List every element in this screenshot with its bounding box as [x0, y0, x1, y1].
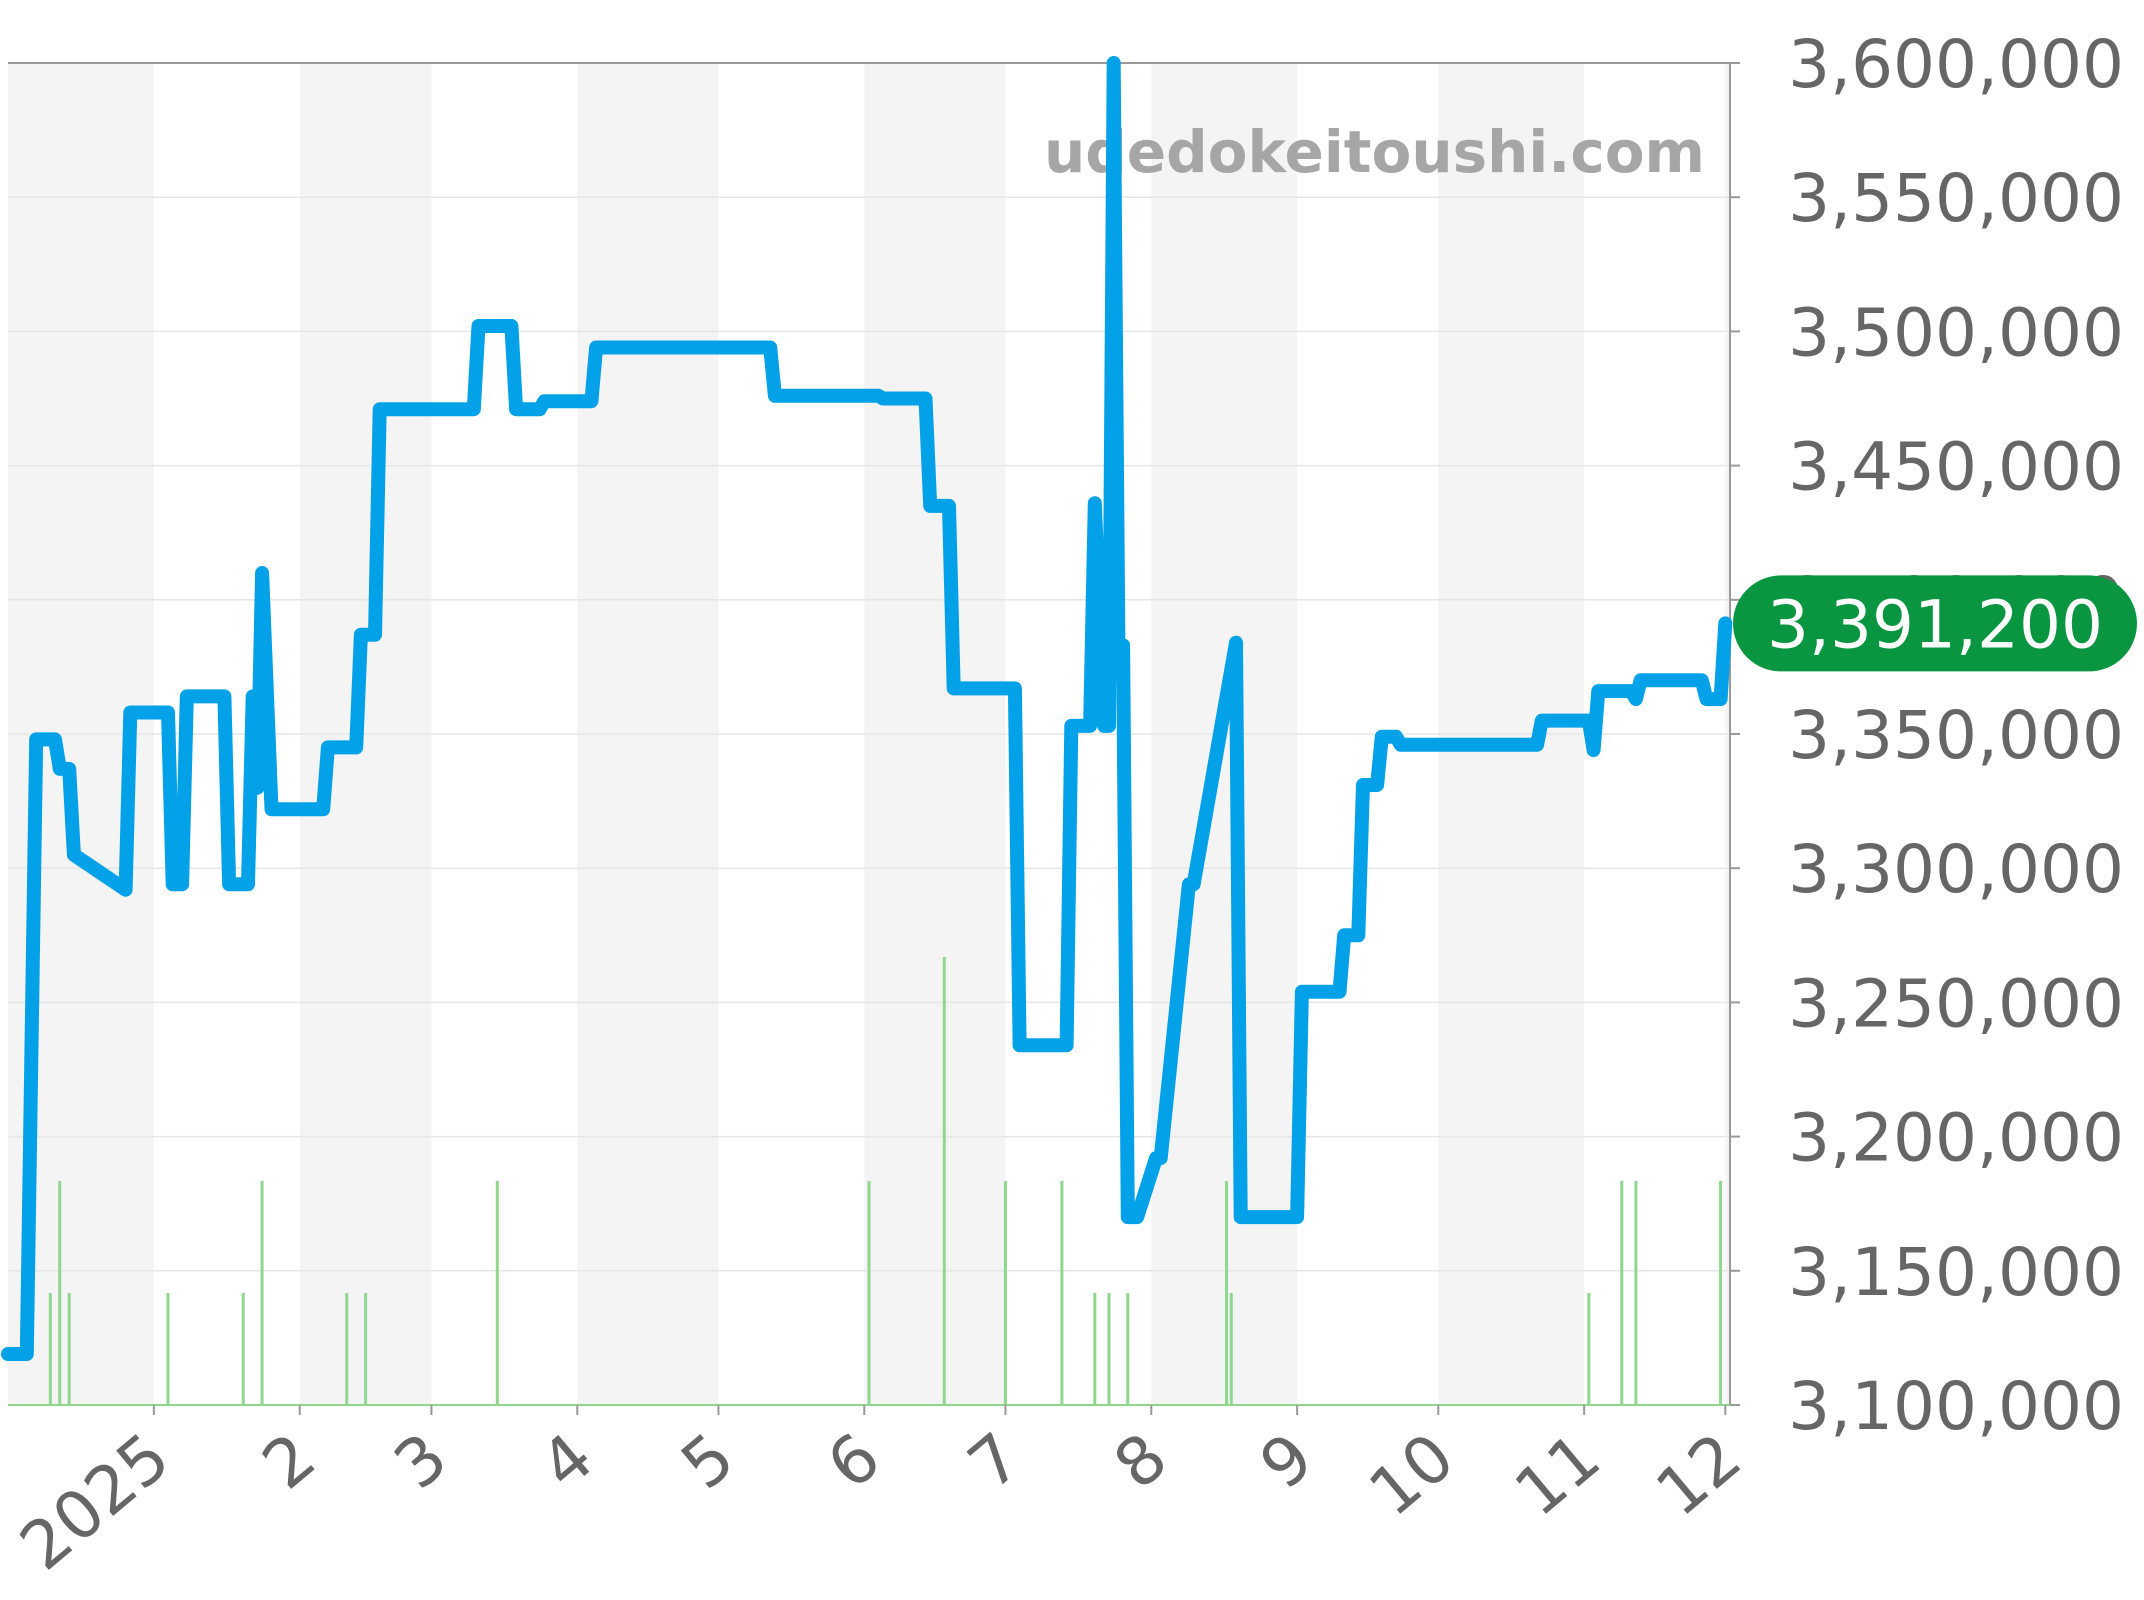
y-axis-tick-labels: 3,100,000 3,150,000 3,200,000 3,250,000 3,30… — [1788, 26, 2124, 1445]
y-tick-label: 3,250,000 — [1788, 965, 2124, 1042]
current-price-label: 3,391,200 — [1767, 586, 2103, 663]
y-tick-label: 3,150,000 — [1788, 1234, 2124, 1311]
x-tick-label: 2 — [248, 1418, 330, 1504]
x-tick-label: 8 — [1100, 1418, 1182, 1504]
volume-bars — [48, 957, 1723, 1405]
x-tick-label: 7 — [954, 1418, 1036, 1504]
x-tick-label: 2025 — [6, 1418, 184, 1585]
x-tick-label: 11 — [1501, 1418, 1615, 1531]
x-tick-label: 5 — [667, 1418, 749, 1504]
y-tick-label: 3,450,000 — [1788, 429, 2124, 506]
y-tick-label: 3,600,000 — [1788, 26, 2124, 103]
y-tick-label: 3,350,000 — [1788, 697, 2124, 774]
y-tick-label: 3,100,000 — [1788, 1368, 2124, 1445]
current-price-badge-bg — [1733, 575, 2137, 672]
x-tick-label: 4 — [526, 1418, 608, 1504]
y-tick-label: 3,300,000 — [1788, 831, 2124, 908]
x-tick-label: 9 — [1246, 1418, 1328, 1504]
price-points — [7, 62, 1726, 1355]
y-tick-label: 3,500,000 — [1788, 294, 2124, 371]
x-tick-label: 12 — [1642, 1418, 1756, 1531]
x-tick-label: 6 — [813, 1418, 895, 1504]
watermark-text: udedokeitoushi.com — [1044, 118, 1705, 186]
x-axis-tick-labels: 2025 2 3 4 5 6 7 8 9 10 11 12 — [6, 1405, 1756, 1585]
x-tick-label: 3 — [380, 1418, 462, 1504]
y-tick-label: 3,550,000 — [1788, 160, 2124, 237]
y-tick-label: 3,200,000 — [1788, 1100, 2124, 1177]
current-price-badge: 3,391,200 — [1733, 575, 2137, 672]
x-tick-label: 10 — [1355, 1418, 1469, 1531]
axes — [8, 62, 1731, 1406]
